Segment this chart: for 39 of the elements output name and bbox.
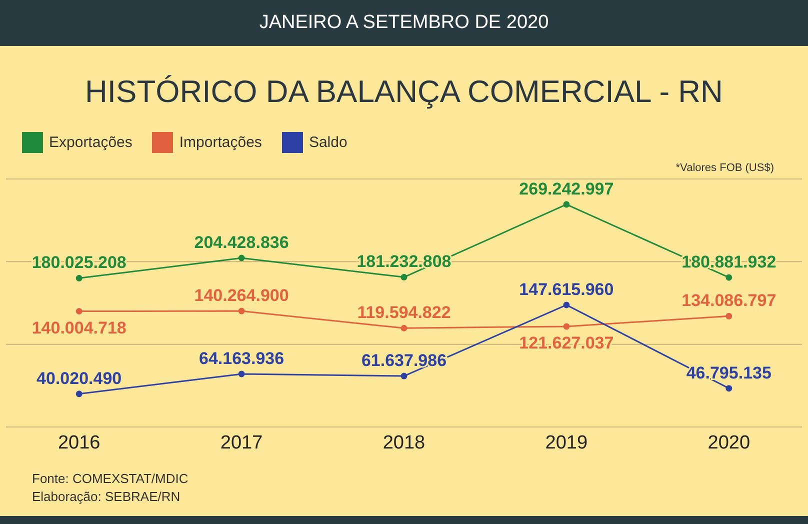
legend-label: Importações	[179, 134, 262, 150]
point	[76, 390, 82, 398]
data-label: 147.615.960	[519, 280, 614, 299]
data-label: 121.627.037	[519, 333, 614, 352]
data-label: 140.264.900	[194, 286, 289, 306]
data-label: 140.004.718	[32, 318, 126, 338]
legend-label: Saldo	[308, 134, 348, 150]
point	[726, 385, 732, 392]
data-label: 119.594.822	[357, 303, 451, 322]
x-tick-label: 2017	[220, 432, 263, 454]
point	[400, 372, 408, 380]
x-tick-label: 2020	[708, 432, 750, 454]
data-label: 180.025.208	[32, 253, 126, 272]
chart-title: HISTÓRICO DA BALANÇA COMERCIAL - RN	[84, 74, 724, 111]
point	[563, 302, 570, 308]
x-tick-label: 2016	[58, 432, 100, 454]
point	[238, 370, 245, 378]
x-tick-label: 2018	[382, 432, 426, 454]
legend-label: Exportações	[49, 134, 132, 150]
data-label: 204.428.836	[194, 233, 289, 252]
chart-subtitle: JANEIRO A SETEMBRO DE 2020	[0, 0, 808, 46]
point	[76, 308, 82, 315]
point	[238, 308, 245, 314]
data-label: 269.242.997	[519, 179, 614, 198]
point	[726, 274, 732, 281]
point	[400, 324, 408, 332]
point	[726, 312, 732, 320]
source-note: Fonte: COMEXSTAT/MDIC	[32, 470, 188, 488]
point	[400, 274, 408, 280]
data-label: 64.163.936	[199, 348, 284, 368]
text: *Valores FOB (US$)	[676, 162, 774, 174]
point	[76, 274, 82, 282]
point	[563, 201, 570, 208]
data-label: 40.020.490	[36, 368, 122, 388]
data-label: 134.086.797	[682, 291, 776, 310]
point	[563, 323, 570, 330]
point	[238, 254, 245, 262]
x-tick-label: 2019	[545, 432, 588, 454]
text: Elaboração: SEBRAE/RN	[32, 488, 182, 506]
